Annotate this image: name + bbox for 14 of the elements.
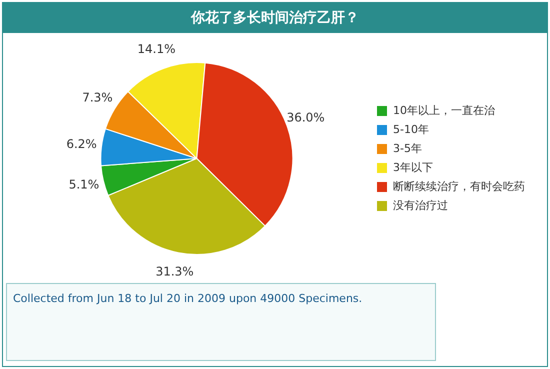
legend-label: 断断续续治疗，有时会吃药 (393, 180, 525, 193)
data-label: 6.2% (66, 136, 97, 151)
data-label: 36.0% (286, 110, 325, 125)
data-label: 14.1% (137, 42, 176, 56)
text: Collected from Jun 18 to Jul 20 in 2009 upon 49000 Specimens. (13, 292, 364, 305)
chart-title: 你花了多长时间治疗乙肝？ (3, 3, 547, 33)
data-label: 7.3% (82, 90, 113, 105)
legend-label: 没有治疗过 (393, 198, 448, 212)
legend-label: 10年以上，一直在治 (393, 104, 495, 117)
legend-label: 3-5年 (393, 142, 422, 155)
legend-label: 3年以下 (393, 160, 433, 174)
data-label: 31.3% (156, 264, 194, 278)
legend-label: 5-10年 (393, 122, 429, 136)
data-label: 5.1% (68, 178, 100, 192)
